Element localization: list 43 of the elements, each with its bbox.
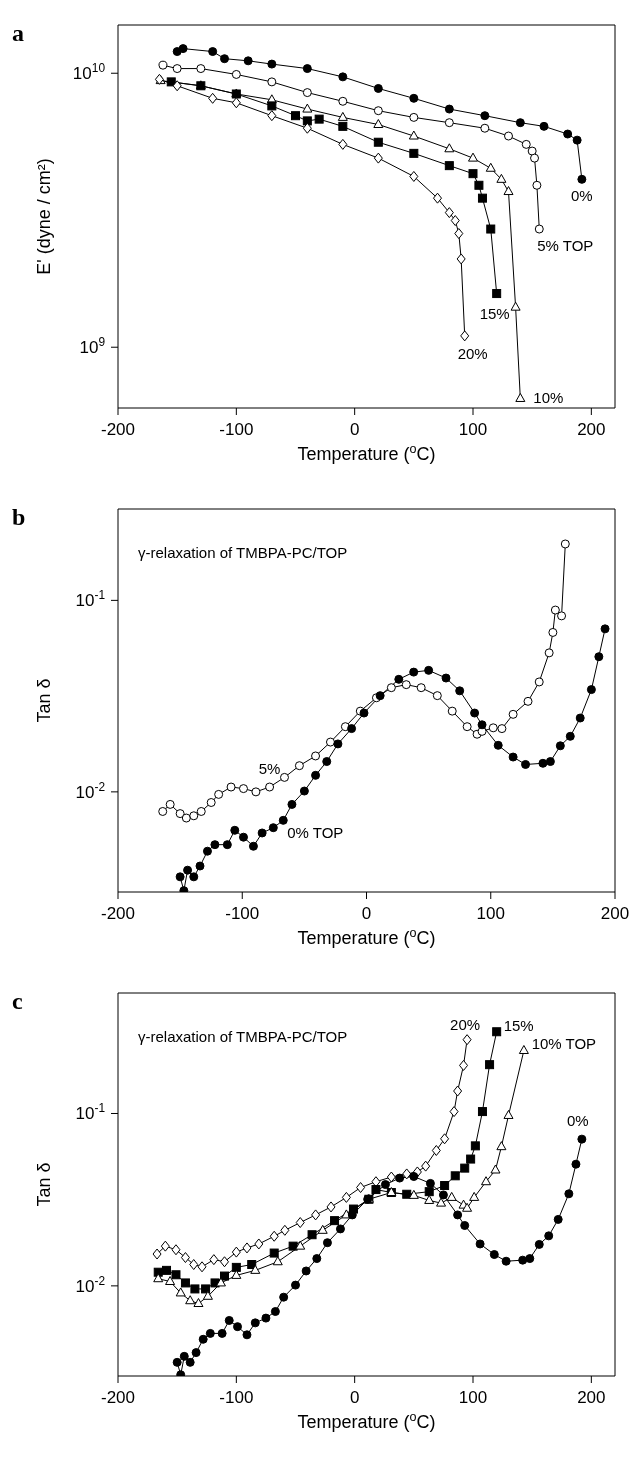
series-label: 10%: [533, 389, 564, 407]
y-tick-label: 10$^{9}$: [79, 335, 106, 358]
x-tick-label: 100: [476, 904, 505, 923]
x-tick-label: 0: [361, 904, 372, 923]
y-tick-label: 10$^{-1}$: [75, 1101, 106, 1124]
x-axis-title: Temperature ($^{o}$C): [297, 442, 436, 464]
x-tick-label: -100: [219, 1388, 254, 1407]
x-tick-label: -200: [100, 904, 136, 923]
x-tick-label: 200: [577, 420, 606, 439]
x-tick-label: -200: [100, 1388, 136, 1407]
x-tick-label: -100: [219, 420, 254, 439]
y-tick-label: 10$^{10}$: [72, 61, 106, 84]
annotation: γ-relaxation of TMBPA-PC/TOP: [138, 1028, 348, 1045]
series-label: 10% TOP: [531, 1035, 597, 1053]
x-tick-label: 0: [349, 420, 360, 439]
x-tick-label: 100: [458, 1388, 488, 1407]
series-label: 5%: [258, 760, 281, 778]
series-label: 15%: [479, 304, 510, 322]
chart-title: a: [12, 20, 24, 47]
x-tick-label: -200: [100, 420, 136, 439]
chart-title: c: [12, 988, 23, 1015]
series-label: 20%: [457, 344, 488, 362]
x-tick-label: 0: [349, 1388, 360, 1407]
x-tick-label: 200: [577, 1388, 606, 1407]
y-tick-label: 10$^{-2}$: [75, 1273, 106, 1296]
y-tick-label: 10$^{-2}$: [75, 779, 106, 802]
x-axis-title: Temperature ($^{o}$C): [297, 926, 436, 948]
x-tick-label: -100: [225, 904, 260, 923]
series-label: 0%: [571, 187, 593, 205]
x-axis-title: Temperature ($^{o}$C): [297, 1410, 436, 1432]
series-label: 0% TOP: [287, 823, 344, 841]
annotation: γ-relaxation of TMBPA-PC/TOP: [138, 544, 348, 561]
chart-title: b: [12, 504, 26, 531]
y-tick-label: 10$^{-1}$: [75, 588, 106, 611]
series-label: 5% TOP: [537, 237, 594, 255]
series-label: 15%: [503, 1016, 534, 1034]
y-axis-title: Tan δ: [34, 678, 54, 723]
x-tick-label: 200: [600, 904, 630, 923]
y-axis-title: E' (dyne / cm²): [34, 158, 54, 275]
x-tick-label: 100: [458, 420, 488, 439]
series-label: 20%: [450, 1015, 481, 1033]
y-axis-title: Tan δ: [34, 1162, 54, 1207]
series-label: 0%: [567, 1112, 589, 1130]
